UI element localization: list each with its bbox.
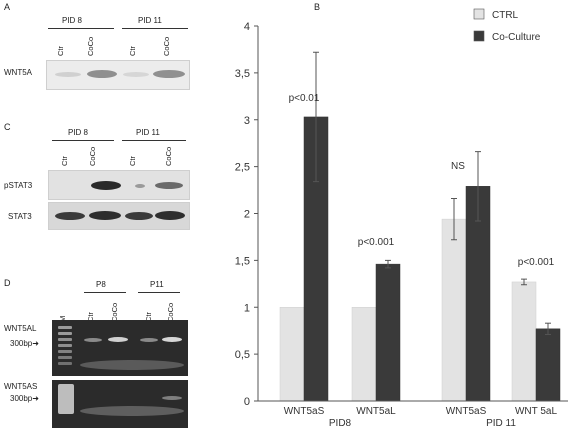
x-axis: WNT5aS WNT5aL WNT5aS WNT 5aL PID8 PID 11 (258, 400, 568, 429)
gel-primer-band (80, 360, 184, 370)
ladder-band (58, 356, 72, 359)
gel-band (84, 338, 102, 342)
annotations: p<0.01 p<0.001 NS p<0.001 (289, 93, 555, 268)
y-tick-label: 3 (244, 115, 250, 127)
panel-a-blot (46, 60, 190, 90)
y-tick-label: 1,5 (235, 255, 250, 267)
legend-swatch (473, 30, 485, 42)
panel-a-group-1-line (48, 28, 114, 29)
panel-c-row-label-1: pSTAT3 (4, 181, 33, 190)
panel-d-row-label-1: WNT5AL (4, 324, 37, 333)
bar-ctrl (441, 218, 467, 402)
panel-c-pstat3-blot (48, 170, 190, 200)
panel-a-group-1: PID 8 (62, 16, 83, 25)
panel-d-row-label-2: WNT5AS (4, 382, 38, 391)
panel-c-group-2: PID 11 (136, 128, 160, 137)
legend-swatch (473, 8, 485, 20)
panel-d-size-label-2: 300bp➜ (10, 394, 39, 403)
y-tick-label: 2,5 (235, 162, 250, 174)
ladder-band (58, 326, 72, 329)
panel-a-row-label: WNT5A (4, 68, 32, 77)
y-tick-label: 4 (244, 21, 250, 33)
gel-band (162, 337, 182, 342)
ladder-band (58, 332, 72, 335)
bar-ctrl (279, 307, 305, 402)
y-tick-label: 0 (244, 396, 250, 408)
bar-ctrl (511, 281, 537, 402)
ladder-band (58, 350, 72, 353)
panel-c-stat3-blot (48, 202, 190, 230)
bar-ctrl (351, 307, 377, 402)
p-value-annotation: p<0.01 (289, 93, 320, 104)
panel-d-group-2: P11 (150, 280, 164, 289)
panel-d-group-1: P8 (96, 280, 106, 289)
bar-coculture (465, 186, 491, 402)
y-tick-label: 0,5 (235, 349, 250, 361)
blot-band (155, 211, 185, 220)
x-category-label: WNT5aS (446, 406, 487, 417)
ladder-band (58, 384, 74, 414)
panel-a-group-2-line (122, 28, 188, 29)
panel-c-row-label-2: STAT3 (8, 212, 32, 221)
p-value-annotation: p<0.001 (358, 237, 395, 248)
y-tick-label: 3,5 (235, 68, 250, 80)
gel-band (108, 337, 128, 342)
blot-band (125, 212, 153, 220)
blot-band (55, 72, 81, 77)
p-value-annotation: p<0.001 (518, 257, 555, 268)
legend: CTRL Co-Culture (473, 8, 541, 43)
gel-band (162, 396, 182, 400)
panel-d-group-1-line (84, 292, 126, 293)
p-value-annotation: NS (451, 161, 465, 172)
legend-label: Co-Culture (492, 32, 541, 43)
ladder-band (58, 338, 72, 341)
bar-coculture (535, 328, 561, 402)
panel-a-letter: A (4, 2, 11, 12)
panel-d-gel-wnt5as (52, 380, 188, 428)
panel-c-group-2-line (122, 140, 186, 141)
panel-d-letter: D (4, 278, 11, 288)
y-axis: 0 0,5 1 1,5 2 2,5 3 3,5 4 (235, 21, 259, 408)
y-tick-label: 2 (244, 209, 250, 221)
x-category-label: WNT5aL (356, 406, 396, 417)
x-category-label: WNT 5aL (515, 406, 557, 417)
panel-d-gel-wnt5al (52, 320, 188, 376)
gel-band (140, 338, 158, 342)
panel-c-group-1: PID 8 (68, 128, 89, 137)
error-bars (313, 51, 551, 335)
panel-a-group-2: PID 11 (138, 16, 162, 25)
bar-coculture (375, 263, 401, 402)
y-tick-label: 1 (244, 302, 250, 314)
blot-band (89, 211, 121, 220)
panel-b-letter: B (314, 2, 321, 12)
blot-band (153, 70, 185, 78)
panel-c-letter: C (4, 122, 11, 132)
panel-d-group-2-line (138, 292, 180, 293)
panel-c-group-1-line (52, 140, 114, 141)
ladder-band (58, 362, 72, 365)
legend-label: CTRL (492, 10, 519, 21)
x-group-label: PID8 (329, 418, 352, 429)
blot-band (55, 212, 85, 220)
blot-band (155, 182, 183, 189)
x-group-label: PID 11 (486, 418, 516, 429)
x-category-label: WNT5aS (284, 406, 325, 417)
blot-band (135, 184, 145, 188)
blot-band (87, 70, 117, 78)
gel-primer-band (80, 406, 184, 416)
blot-band (91, 181, 121, 190)
panel-d-size-label-1: 300bp➜ (10, 339, 39, 348)
ladder-band (58, 344, 72, 347)
blot-band (123, 72, 149, 77)
